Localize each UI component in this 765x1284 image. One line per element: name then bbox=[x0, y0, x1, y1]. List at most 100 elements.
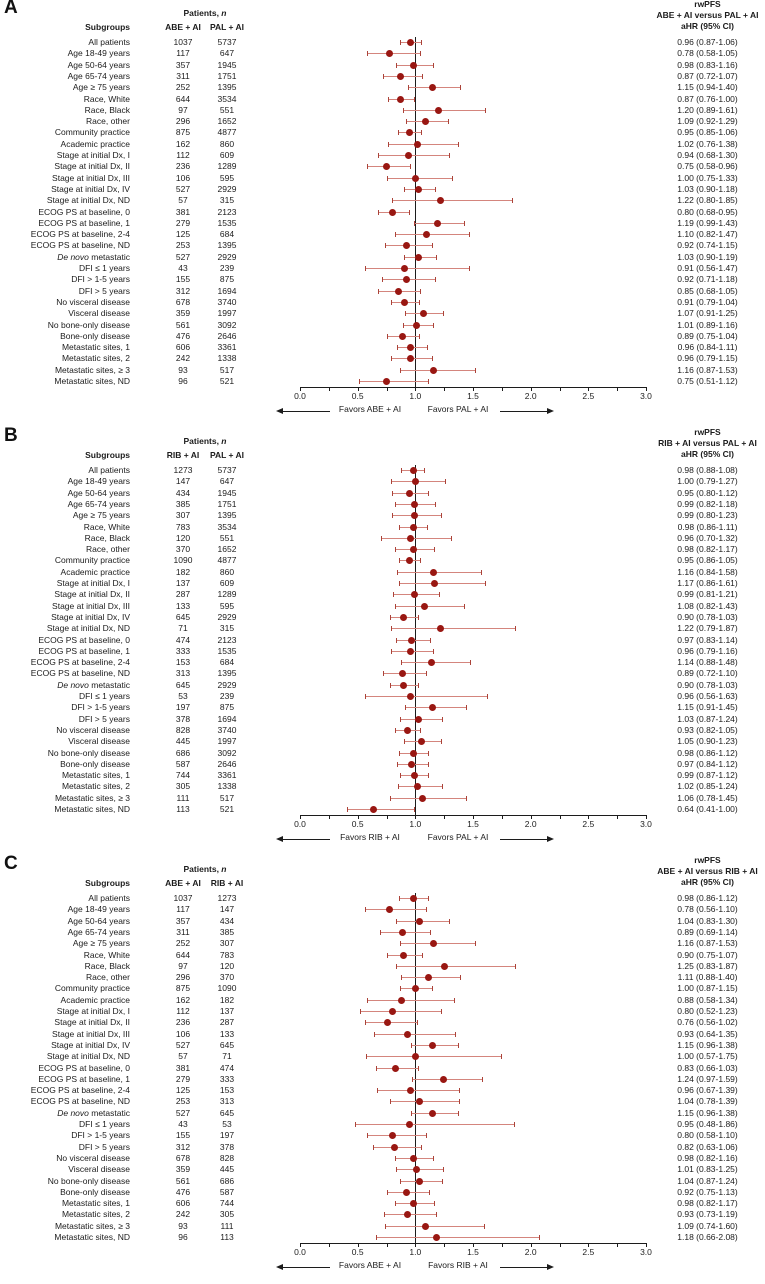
n-arm2: 287 bbox=[219, 1017, 235, 1028]
subgroup-label: Academic practice bbox=[60, 994, 130, 1005]
point-estimate-marker bbox=[440, 962, 448, 970]
ci-cap-right bbox=[432, 1155, 434, 1161]
x-axis-tick-label: 1.0 bbox=[409, 1247, 422, 1257]
n-arm1: 312 bbox=[175, 285, 191, 296]
n-arm2: 875 bbox=[219, 702, 235, 713]
ci-cap-right bbox=[430, 637, 432, 643]
ci-cap-left bbox=[408, 85, 410, 91]
n-arm2: 1997 bbox=[217, 736, 237, 747]
subgroup-label: De novo metastatic bbox=[0, 680, 130, 691]
ci-cap-left bbox=[391, 626, 393, 632]
ci-cap-left bbox=[404, 705, 406, 711]
n-arm1: 783 bbox=[175, 521, 191, 532]
point-estimate-marker bbox=[412, 321, 420, 329]
subgroup-label: Stage at initial Dx, ND bbox=[46, 1051, 130, 1062]
ahr-value: 1.15 (0.94-1.40) bbox=[677, 82, 738, 93]
ci-cap-left bbox=[366, 164, 368, 170]
subgroup-label: Stage at initial Dx, III bbox=[52, 172, 130, 183]
ci-line bbox=[411, 1078, 484, 1080]
panel-letter: C bbox=[4, 853, 18, 874]
subgroup-label: ECOG PS at baseline, 0 bbox=[38, 206, 130, 217]
point-estimate-marker bbox=[430, 568, 438, 576]
ci-cap-right bbox=[418, 299, 420, 305]
ci-cap-right bbox=[414, 807, 416, 812]
ahr-value: 0.96 (0.87-1.06) bbox=[677, 37, 738, 47]
right-header-line3: aHR (95% CI) bbox=[681, 21, 734, 31]
ci-cap-right bbox=[416, 1020, 418, 1026]
favors-left-label: Favors ABE + AI bbox=[338, 1260, 402, 1270]
subgroup-label: Metastatic sites, ≥ 3 bbox=[54, 792, 130, 803]
ci-cap-right bbox=[435, 501, 437, 507]
ci-cap-right bbox=[454, 1031, 456, 1037]
x-axis-tick-label: 2.0 bbox=[524, 1247, 537, 1257]
ci-cap-left bbox=[396, 345, 398, 351]
point-estimate-marker bbox=[394, 287, 402, 295]
x-axis-tick-label: 2.5 bbox=[582, 1247, 595, 1257]
ci-cap-left bbox=[392, 490, 394, 496]
ci-cap-right bbox=[447, 119, 449, 125]
point-estimate-marker bbox=[402, 242, 410, 250]
favors-right-arrowhead-icon bbox=[547, 407, 554, 414]
patients-n-prefix: Patients, bbox=[183, 8, 222, 18]
ci-cap-right bbox=[433, 547, 435, 553]
ci-cap-left bbox=[395, 62, 397, 68]
ci-line bbox=[377, 1090, 461, 1092]
ahr-value: 1.22 (0.80-1.85) bbox=[677, 195, 738, 206]
point-estimate-marker bbox=[424, 974, 432, 982]
ci-line bbox=[347, 809, 416, 810]
ci-cap-right bbox=[481, 569, 483, 575]
x-axis-tick-label: 3.0 bbox=[640, 819, 652, 829]
x-axis-tick bbox=[357, 815, 359, 819]
ci-line bbox=[359, 1011, 442, 1012]
n-arm1: 359 bbox=[175, 1164, 191, 1175]
n-arm1: 875 bbox=[175, 983, 191, 994]
ci-cap-right bbox=[482, 1076, 484, 1082]
point-estimate-marker bbox=[392, 1064, 400, 1072]
x-axis-tick bbox=[617, 1243, 619, 1247]
subgroup-label: Bone-only disease bbox=[60, 330, 130, 341]
n-arm2: 517 bbox=[219, 364, 235, 375]
n-arm1: 357 bbox=[175, 59, 191, 70]
n-arm2: 3740 bbox=[217, 296, 237, 307]
ahr-value: 0.96 (0.70-1.32) bbox=[677, 532, 738, 543]
x-axis-tick-label: 2.5 bbox=[582, 391, 595, 401]
n-arm1: 197 bbox=[175, 702, 191, 713]
n-arm2: 4877 bbox=[217, 555, 237, 566]
subgroup-label: Age 18-49 years bbox=[67, 904, 130, 915]
ci-cap-left bbox=[403, 739, 405, 745]
point-estimate-marker bbox=[400, 951, 408, 959]
n-arm2: 71 bbox=[222, 1051, 232, 1062]
ci-cap-left bbox=[386, 952, 388, 958]
ci-line bbox=[364, 1022, 418, 1024]
point-estimate-marker bbox=[407, 355, 415, 363]
ahr-value: 0.93 (0.64-1.35) bbox=[677, 1028, 738, 1039]
n-arm2: 315 bbox=[219, 623, 235, 634]
ci-line bbox=[402, 109, 486, 111]
point-estimate-marker bbox=[410, 591, 418, 599]
x-axis-tick bbox=[473, 815, 474, 819]
n-arm2: 521 bbox=[219, 376, 235, 386]
n-arm1: 434 bbox=[175, 487, 191, 498]
subgroup-label: Stage at initial Dx, I bbox=[56, 578, 130, 588]
x-axis-tick bbox=[473, 387, 474, 391]
n-arm2: 147 bbox=[219, 904, 235, 915]
point-estimate-marker bbox=[409, 523, 417, 531]
subgroup-label: Bone-only disease bbox=[60, 758, 130, 769]
x-axis-tick bbox=[588, 1243, 590, 1247]
x-axis-tick-label: 0.5 bbox=[351, 1247, 364, 1257]
point-estimate-marker bbox=[407, 693, 415, 700]
subgroup-label: Metastatic sites, ≥ 3 bbox=[54, 1220, 130, 1231]
ahr-value: 0.99 (0.87-1.12) bbox=[677, 770, 738, 781]
ahr-value: 1.04 (0.78-1.39) bbox=[677, 1096, 738, 1107]
ci-cap-right bbox=[468, 232, 470, 238]
subgroup-label: ECOG PS at baseline, 0 bbox=[38, 1062, 130, 1073]
ahr-value: 1.17 (0.86-1.61) bbox=[677, 578, 738, 588]
subgroup-label: Age 50-64 years bbox=[67, 915, 130, 926]
subgroup-label: Visceral disease bbox=[68, 736, 130, 747]
n-arm2: 521 bbox=[219, 804, 235, 814]
subgroup-label: All patients bbox=[88, 893, 130, 903]
point-estimate-marker bbox=[406, 557, 414, 565]
ci-cap-left bbox=[401, 660, 403, 666]
ahr-value: 0.98 (0.82-1.17) bbox=[677, 544, 738, 555]
point-estimate-marker bbox=[414, 783, 422, 791]
